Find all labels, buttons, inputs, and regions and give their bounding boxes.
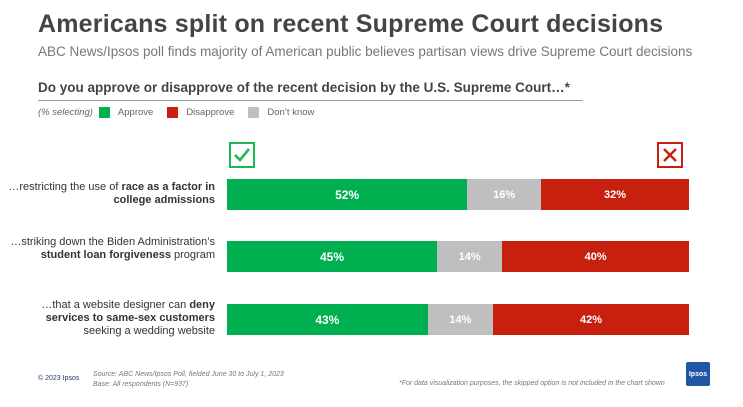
legend-label-dont-know: Don’t know [267, 106, 315, 118]
question-text: Do you approve or disapprove of the rece… [38, 80, 570, 95]
ipsos-logo: Ipsos [686, 362, 710, 386]
data-label: 14% [458, 250, 481, 263]
data-label: 52% [335, 187, 360, 202]
bar-segment-dont-know: 14% [427, 304, 493, 335]
bar-segment-disapprove: 40% [502, 241, 689, 272]
legend-note: (% selecting) [38, 106, 93, 118]
copyright: © 2023 Ipsos [38, 375, 80, 382]
data-label: 45% [319, 249, 345, 264]
row-label-race-admissions: …restricting the use of race as a factor… [8, 181, 215, 206]
page-title: Americans split on recent Supreme Court … [38, 10, 664, 38]
data-label: 16% [493, 188, 516, 201]
data-label: 42% [579, 313, 602, 326]
data-label: 32% [604, 188, 627, 201]
bar-segment-approve: 52% [227, 179, 468, 210]
source-note: Source: ABC News/Ipsos Poll, fielded Jun… [93, 371, 284, 388]
bar-segment-disapprove: 42% [492, 304, 689, 335]
row-label-website-designer: …that a website designer can deny servic… [41, 299, 215, 337]
bar-segment-approve: 43% [227, 304, 428, 335]
legend-swatch-dont-know [248, 106, 260, 118]
bar-row: 43% 14% 42% [227, 304, 689, 335]
question-divider [38, 100, 583, 101]
page-subtitle: ABC News/Ipsos poll finds majority of Am… [38, 44, 693, 59]
bar-row: 52% 16% 32% [227, 179, 689, 210]
bar-segment-disapprove: 32% [541, 179, 689, 210]
bar-segment-dont-know: 16% [467, 179, 542, 210]
data-label: 43% [315, 312, 340, 327]
legend-swatch-approve [98, 106, 110, 118]
footnote: *For data visualization purposes, the sk… [399, 380, 665, 387]
bar-segment-approve: 45% [227, 241, 437, 272]
legend-swatch-disapprove [167, 106, 179, 118]
bar-segment-dont-know: 14% [437, 241, 503, 272]
legend: (% selecting) Approve Disapprove Don’t k… [38, 105, 328, 119]
row-label-student-loans: …striking down the Biden Administration’… [10, 236, 215, 261]
x-icon [657, 142, 683, 168]
legend-label-disapprove: Disapprove [186, 106, 235, 118]
bar-row: 45% 14% 40% [227, 241, 689, 272]
legend-label-approve: Approve [117, 106, 154, 118]
data-label: 14% [449, 313, 472, 326]
data-label: 40% [584, 250, 607, 263]
check-icon [229, 142, 255, 168]
